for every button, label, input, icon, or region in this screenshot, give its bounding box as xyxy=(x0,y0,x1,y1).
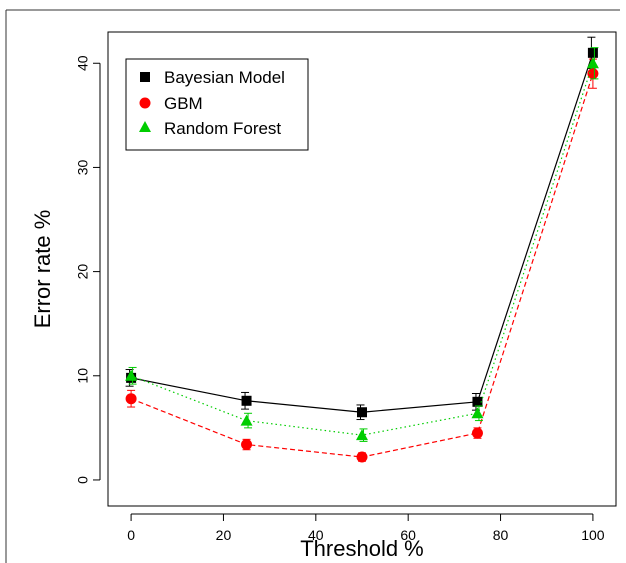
data-point-random-forest xyxy=(356,429,368,441)
y-tick-label: 20 xyxy=(75,264,91,280)
data-point-random-forest xyxy=(471,407,484,419)
x-tick-label: 80 xyxy=(493,527,509,543)
data-point-gbm xyxy=(471,427,483,439)
data-point-gbm xyxy=(587,68,599,80)
x-tick-label: 0 xyxy=(127,527,135,543)
series-random-forest xyxy=(125,47,599,442)
x-axis-title: Threshold % xyxy=(300,536,424,561)
axes: 0 20 40 60 80 100 0 10 20 30 40 xyxy=(75,55,605,543)
y-tick-label: 30 xyxy=(75,159,91,175)
data-point-bayesian-model xyxy=(357,407,367,418)
legend-box xyxy=(125,58,309,151)
y-tick-label: 0 xyxy=(75,476,91,484)
legend-label-random-forest: Random Forest xyxy=(164,119,281,138)
legend: Bayesian Model GBM Random Forest xyxy=(125,58,309,151)
x-tick-label: 20 xyxy=(216,527,232,543)
data-point-bayesian-model xyxy=(472,396,483,407)
data-point-random-forest xyxy=(240,414,253,426)
legend-label-gbm: GBM xyxy=(164,94,203,113)
y-axis-title: Error rate % xyxy=(30,210,55,329)
data-point-bayesian-model xyxy=(587,47,598,58)
x-tick-label: 100 xyxy=(581,527,605,543)
legend-marker-bayesian-model xyxy=(140,72,150,82)
series-layer xyxy=(125,36,599,463)
legend-marker-random-forest xyxy=(139,121,151,132)
data-point-random-forest xyxy=(125,369,138,381)
data-point-gbm xyxy=(125,393,137,405)
x-tick-label: 60 xyxy=(400,527,416,543)
data-point-random-forest xyxy=(586,57,599,69)
y-tick-label: 40 xyxy=(75,55,91,71)
data-point-gbm xyxy=(241,439,253,451)
data-point-gbm xyxy=(356,451,368,463)
series-gbm xyxy=(125,58,599,463)
plot-area xyxy=(107,31,617,507)
legend-label-bayesian-model: Bayesian Model xyxy=(164,68,285,87)
legend-marker-gbm xyxy=(139,97,151,109)
y-tick-label: 10 xyxy=(75,368,91,384)
x-tick-label: 40 xyxy=(308,527,324,543)
data-point-bayesian-model xyxy=(241,395,252,406)
